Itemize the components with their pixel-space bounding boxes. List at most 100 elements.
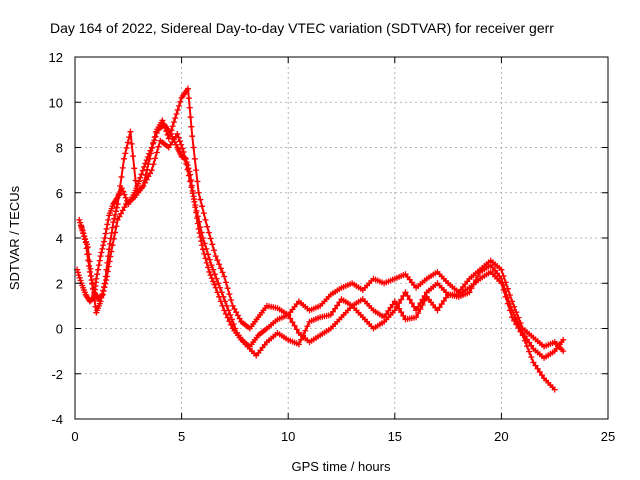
interp-point-marker — [417, 300, 424, 307]
interp-point-marker — [175, 134, 182, 141]
interp-point-marker — [223, 302, 230, 309]
data-point-marker — [110, 219, 117, 226]
interp-point-marker — [177, 98, 184, 105]
y-tick-label: 10 — [49, 95, 63, 110]
interp-point-marker — [132, 177, 139, 184]
data-point-marker — [402, 289, 409, 296]
interp-point-marker — [121, 204, 128, 211]
x-axis-label: GPS time / hours — [292, 459, 391, 474]
interp-point-marker — [74, 269, 81, 276]
interp-point-marker — [178, 141, 185, 148]
interp-point-marker — [332, 305, 339, 312]
interp-point-marker — [224, 285, 231, 292]
interp-point-marker — [220, 293, 227, 300]
interp-point-marker — [511, 303, 518, 310]
interp-point-marker — [152, 155, 159, 162]
interp-point-marker — [415, 303, 422, 310]
data-point-marker — [76, 216, 83, 223]
data-point-marker — [180, 149, 187, 156]
interp-point-marker — [188, 123, 195, 130]
interp-point-marker — [120, 188, 127, 195]
interp-point-marker — [387, 304, 394, 311]
data-point-marker — [142, 160, 149, 167]
interp-point-marker — [182, 154, 189, 161]
interp-point-marker — [91, 297, 98, 304]
interp-point-marker — [106, 258, 113, 265]
data-point-marker — [560, 348, 567, 355]
data-point-marker — [221, 273, 228, 280]
series-line — [80, 132, 565, 359]
interp-point-marker — [472, 277, 479, 284]
interp-point-marker — [511, 311, 518, 318]
interp-point-marker — [205, 264, 212, 271]
interp-point-marker — [398, 296, 405, 303]
interp-point-marker — [102, 230, 109, 237]
data-point-marker — [121, 155, 128, 162]
interp-point-marker — [197, 196, 204, 203]
series-line — [78, 87, 565, 353]
interp-point-marker — [474, 273, 481, 280]
interp-point-marker — [207, 235, 214, 242]
interp-point-marker — [398, 309, 405, 316]
data-point-marker — [391, 298, 398, 305]
interp-point-marker — [100, 238, 107, 245]
interp-point-marker — [222, 311, 229, 318]
y-tick-label: 2 — [56, 276, 63, 291]
interp-point-marker — [206, 256, 213, 263]
data-point-marker — [413, 307, 420, 314]
data-point-marker — [551, 386, 558, 393]
interp-point-marker — [297, 336, 304, 343]
data-point-marker — [327, 311, 334, 318]
series-track — [74, 121, 558, 393]
x-tick-label: 15 — [388, 429, 402, 444]
interp-point-marker — [112, 211, 119, 218]
data-point-marker — [466, 289, 473, 296]
interp-point-marker — [179, 145, 186, 152]
interp-point-marker — [145, 161, 152, 168]
interp-point-marker — [168, 127, 175, 134]
data-point-marker — [212, 253, 219, 260]
interp-point-marker — [421, 292, 428, 299]
interp-point-marker — [502, 288, 509, 295]
interp-point-marker — [513, 316, 520, 323]
data-point-marker — [560, 336, 567, 343]
interp-point-marker — [211, 247, 218, 254]
data-point-marker — [146, 155, 153, 162]
interp-point-marker — [173, 111, 180, 118]
interp-point-marker — [89, 281, 96, 288]
interp-point-marker — [400, 312, 407, 319]
interp-point-marker — [115, 192, 122, 199]
interp-point-marker — [228, 316, 235, 323]
interp-point-marker — [105, 216, 112, 223]
interp-point-marker — [228, 296, 235, 303]
interp-point-marker — [80, 233, 87, 240]
interp-point-marker — [141, 179, 148, 186]
y-tick-label: -2 — [51, 367, 63, 382]
interp-point-marker — [163, 128, 170, 135]
interp-point-marker — [155, 143, 162, 150]
interp-point-marker — [526, 348, 533, 355]
interp-point-marker — [112, 229, 119, 236]
interp-point-marker — [123, 144, 130, 151]
interp-point-marker — [210, 278, 217, 285]
interp-point-marker — [87, 273, 94, 280]
interp-point-marker — [231, 306, 238, 313]
interp-point-marker — [201, 240, 208, 247]
interp-point-marker — [538, 372, 545, 379]
interp-point-marker — [528, 354, 535, 361]
interp-point-marker — [203, 245, 210, 252]
interp-point-marker — [170, 119, 177, 126]
interp-point-marker — [202, 255, 209, 262]
interp-point-marker — [192, 201, 199, 208]
interp-point-marker — [186, 104, 193, 111]
interp-point-marker — [129, 153, 136, 160]
interp-point-marker — [199, 203, 206, 210]
interp-point-marker — [173, 141, 180, 148]
chart-title: Day 164 of 2022, Sidereal Day-to-day VTE… — [50, 20, 554, 36]
data-point-marker — [159, 117, 166, 124]
data-point-marker — [193, 207, 200, 214]
interp-point-marker — [103, 225, 110, 232]
interp-point-marker — [191, 155, 198, 162]
interp-point-marker — [506, 301, 513, 308]
interp-point-marker — [122, 150, 129, 157]
